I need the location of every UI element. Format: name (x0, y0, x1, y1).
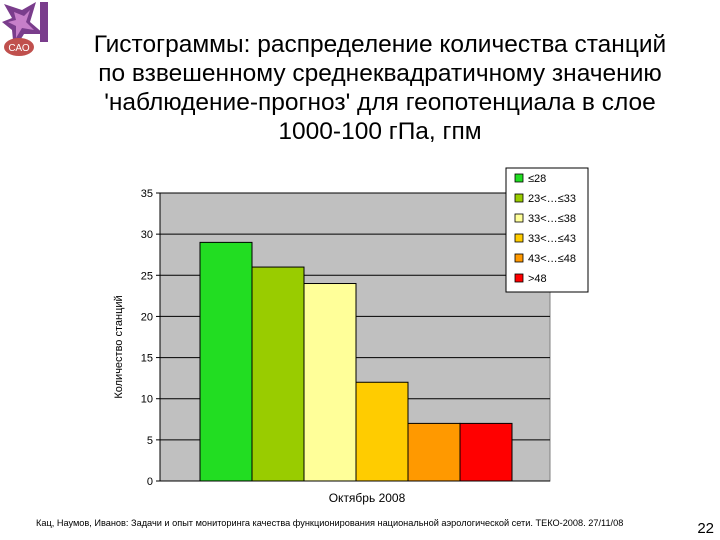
title-line: 'наблюдение-прогноз' для геопотенциала в… (104, 89, 656, 116)
y-tick-label: 5 (147, 435, 153, 447)
y-tick-label: 15 (141, 353, 153, 365)
bar (199, 241, 253, 482)
legend-label: 23<…≤33 (528, 193, 576, 205)
legend-swatch (514, 213, 524, 223)
chart: 0 5 10 15 20 25 30 35 Количество станций Октябрь … (100, 160, 622, 510)
title-line: по взвешенному среднеквадратичному значе… (98, 60, 662, 87)
histogram-chart: 0 5 10 15 20 25 30 35 Количество станций Октябрь … (113, 167, 589, 505)
y-tick-label: 20 (141, 311, 153, 323)
y-tick-label: 30 (141, 229, 153, 241)
legend-label: 43<…≤48 (528, 253, 576, 265)
legend-swatch (514, 233, 524, 243)
sao-logo: САО (2, 2, 48, 56)
y-axis-label: Количество станций (113, 295, 125, 398)
logo-text: САО (8, 43, 29, 54)
footer-citation: Кац, Наумов, Иванов: Задачи и опыт монит… (36, 518, 624, 528)
bar (459, 422, 513, 482)
x-axis-label: Октябрь 2008 (329, 491, 406, 505)
legend-label: 33<…≤43 (528, 233, 576, 245)
y-tick-label: 0 (147, 476, 153, 488)
y-tick-label: 10 (141, 394, 153, 406)
y-tick-label: 25 (141, 270, 153, 282)
bar (303, 283, 357, 482)
legend-label: >48 (528, 273, 547, 285)
legend-swatch (514, 253, 524, 263)
legend-swatch (514, 273, 524, 283)
y-tick-label: 35 (141, 188, 153, 200)
page-number: 22 (697, 520, 714, 537)
legend-box (505, 167, 589, 293)
slide-title: Гистограммы: распределение количества ст… (40, 30, 720, 146)
bar (407, 422, 461, 482)
title-line: 1000-100 гПа, гпм (278, 118, 482, 145)
bar (355, 381, 409, 482)
legend-swatch (514, 173, 524, 183)
legend-label: 33<…≤38 (528, 213, 576, 225)
legend-swatch (514, 193, 524, 203)
legend-label: ≤28 (528, 173, 546, 185)
title-line: Гистограммы: распределение количества ст… (93, 31, 667, 58)
bar (251, 266, 305, 482)
